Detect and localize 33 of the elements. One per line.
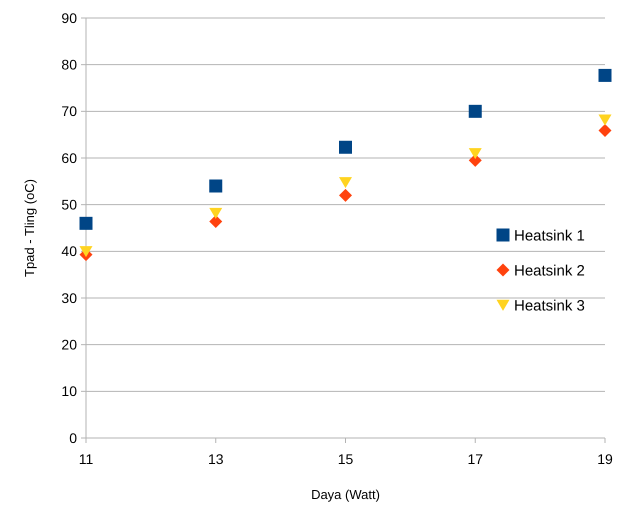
point — [209, 180, 222, 192]
point — [339, 177, 352, 188]
point — [209, 214, 222, 228]
point — [80, 246, 92, 258]
point — [339, 188, 352, 202]
y-tick-label: 40 — [61, 243, 78, 260]
y-tick-label: 50 — [61, 196, 78, 213]
y-tick-label: 90 — [61, 10, 78, 26]
point — [598, 124, 612, 137]
point — [598, 68, 612, 82]
legend-label: Heatsink 3 — [514, 297, 585, 314]
point — [598, 114, 612, 126]
point — [209, 208, 222, 219]
x-tick-label: 13 — [208, 451, 224, 467]
y-tick-label: 20 — [61, 336, 78, 353]
point — [468, 104, 482, 118]
x-tick-label: 11 — [78, 451, 94, 467]
x-tick-label: 17 — [467, 451, 484, 467]
legend-label: Heatsink 2 — [514, 262, 585, 280]
legend-label: Heatsink 1 — [514, 227, 585, 244]
y-tick-label: 70 — [61, 103, 78, 120]
x-axis-title: Daya (Watt) — [311, 487, 380, 502]
point — [339, 140, 352, 154]
x-tick-label: 15 — [338, 451, 354, 467]
y-tick-label: 80 — [61, 56, 78, 73]
x-tick-label: 19 — [597, 451, 613, 467]
y-tick-label: 10 — [61, 383, 78, 400]
point — [80, 216, 92, 230]
y-tick-label: 60 — [61, 150, 78, 166]
y-tick-label: 0 — [69, 430, 78, 446]
y-axis-title: Tpad - Tling (oC) — [22, 178, 37, 278]
y-tick-label: 30 — [61, 290, 78, 306]
point — [468, 148, 482, 160]
